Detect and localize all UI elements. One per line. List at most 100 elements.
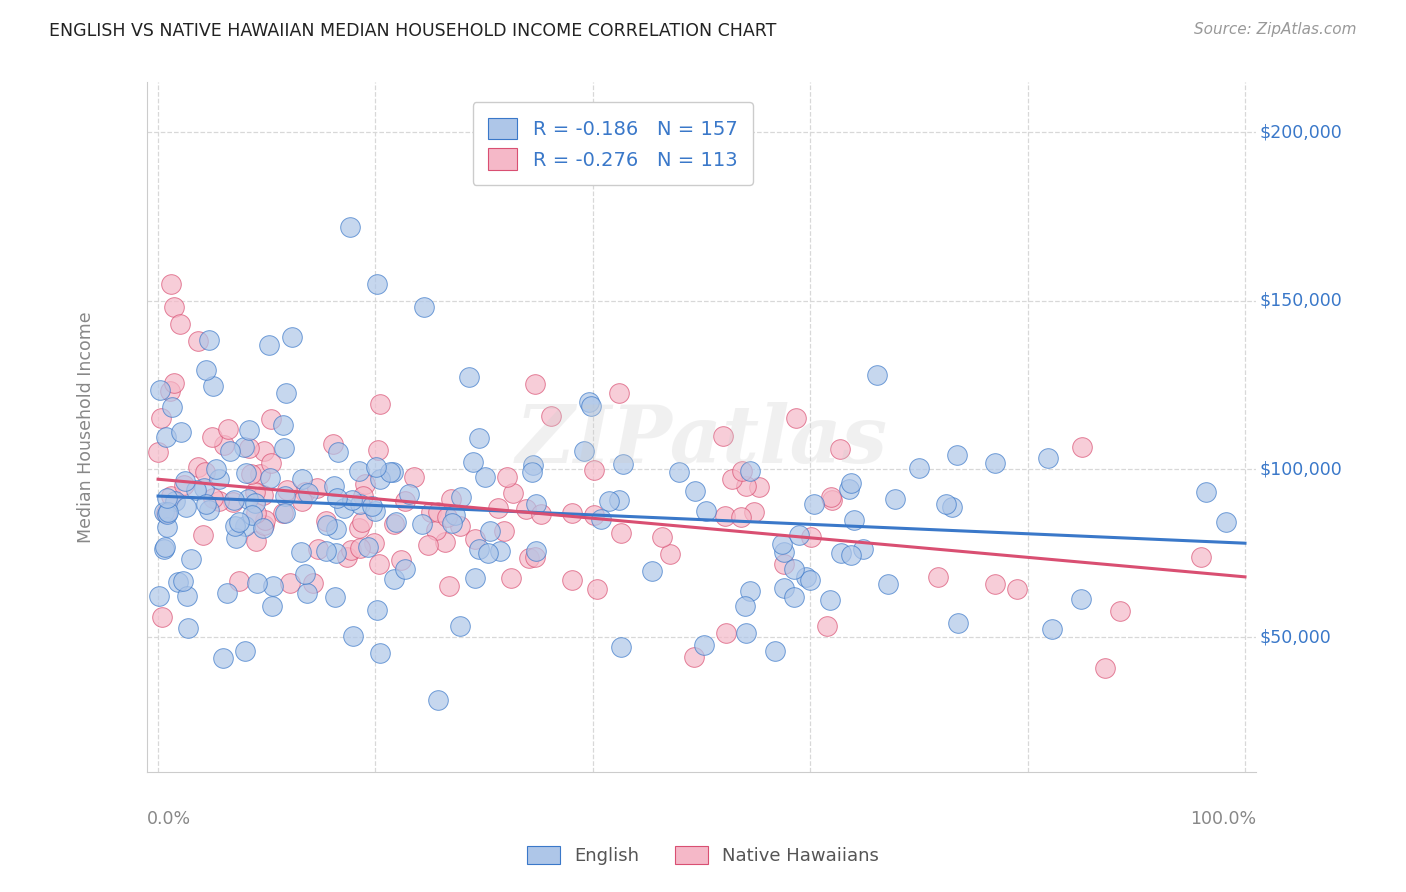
Point [830,546,852,560]
Point [198,503,221,517]
Point [1071,441,1094,455]
Point [731,464,754,478]
Point [474,470,496,484]
Point [522,458,544,472]
Point [169,318,191,332]
Point [315,543,337,558]
Point [323,590,346,604]
Point [427,692,450,706]
Point [170,425,193,439]
Point [204,461,226,475]
Point [579,399,602,413]
Point [193,481,215,495]
Point [349,497,371,511]
Point [436,510,458,524]
Point [368,472,391,486]
Point [294,567,316,582]
Point [271,417,294,432]
Point [730,510,752,524]
Point [515,502,537,516]
Point [252,443,274,458]
Point [352,489,374,503]
Point [464,532,486,546]
Point [479,524,502,538]
Point [572,443,595,458]
Point [437,579,460,593]
Point [360,499,382,513]
Point [612,457,634,471]
Point [610,525,633,540]
Point [302,575,325,590]
Point [274,386,297,401]
Text: $50,000: $50,000 [1260,629,1331,647]
Point [449,619,471,633]
Point [252,488,274,502]
Point [815,619,838,633]
Point [586,582,609,596]
Point [218,443,240,458]
Point [253,512,276,526]
Point [159,384,181,398]
Point [984,577,1007,591]
Point [245,534,267,549]
Point [380,465,402,479]
Point [243,485,266,500]
Point [865,368,887,383]
Point [195,497,218,511]
Point [349,464,371,478]
Point [228,574,250,589]
Point [328,445,350,459]
Point [520,465,543,479]
Point [770,537,793,551]
Point [598,494,620,508]
Point [772,557,794,571]
Point [238,423,260,437]
Point [262,599,284,613]
Point [240,467,263,481]
Point [243,496,266,510]
Point [197,333,219,347]
Point [540,409,562,424]
Point [195,363,218,377]
Point [291,472,314,486]
Point [841,475,863,490]
Point [366,277,388,291]
Point [191,528,214,542]
Point [461,455,484,469]
Point [260,456,283,470]
Point [259,471,281,485]
Point [946,448,969,462]
Point [323,479,346,493]
Point [291,494,314,508]
Text: $100,000: $100,000 [1260,460,1341,478]
Text: $150,000: $150,000 [1260,292,1341,310]
Point [347,521,370,535]
Point [1195,485,1218,500]
Point [494,524,516,538]
Point [159,277,181,291]
Point [517,551,540,566]
Point [488,543,510,558]
Point [738,464,761,478]
Point [240,508,263,522]
Point [342,629,364,643]
Text: 0.0%: 0.0% [148,810,191,828]
Point [1005,582,1028,597]
Point [315,518,337,533]
Point [233,644,256,658]
Point [420,504,443,518]
Point [907,460,929,475]
Point [838,483,860,497]
Point [884,491,907,506]
Point [501,571,523,585]
Point [194,465,217,479]
Point [217,586,239,600]
Point [381,465,404,479]
Point [202,379,225,393]
Point [735,479,758,493]
Point [418,538,440,552]
Point [224,492,246,507]
Point [524,498,547,512]
Point [257,338,280,352]
Point [794,569,817,583]
